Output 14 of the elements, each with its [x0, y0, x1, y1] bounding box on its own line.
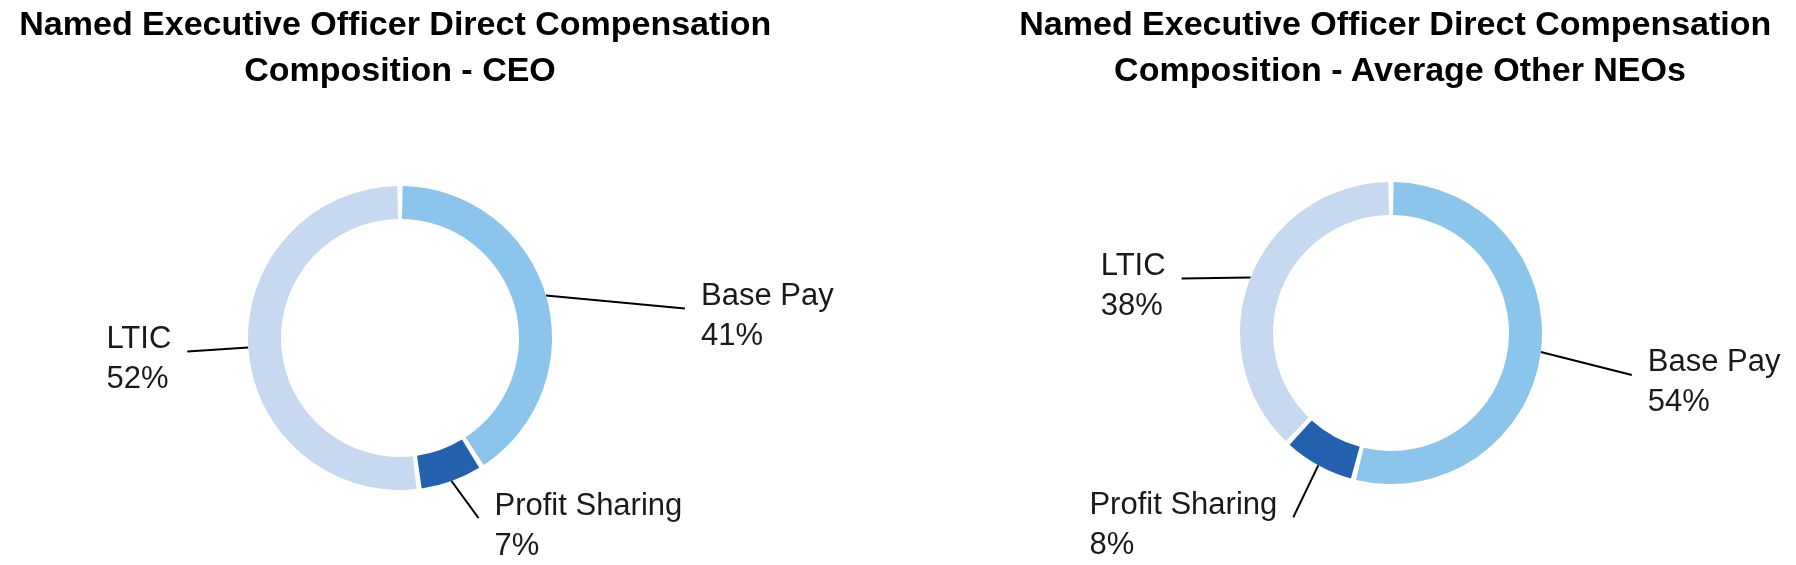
data-label: 41%: [700, 317, 764, 353]
slice-label: LTIC: [1100, 246, 1166, 282]
data-label: 38%: [1100, 286, 1163, 322]
data-label: 7%: [494, 526, 540, 562]
slice-label: Base Pay: [1647, 343, 1781, 379]
chart-title: Named Executive Officer Direct Compensation Composition - Average Other NEOs: [1019, 4, 1781, 88]
data-label: 52%: [106, 360, 169, 396]
slice-label: Base Pay: [700, 277, 835, 313]
slice-label: LTIC: [106, 320, 172, 356]
data-label: 8%: [1089, 525, 1135, 561]
data-label: 54%: [1647, 383, 1710, 419]
slice-label: Profit Sharing: [1089, 485, 1278, 521]
chart-title: Named Executive Officer Direct Compensation Composition - CEO: [19, 4, 781, 88]
slice-label: Profit Sharing: [494, 486, 683, 522]
